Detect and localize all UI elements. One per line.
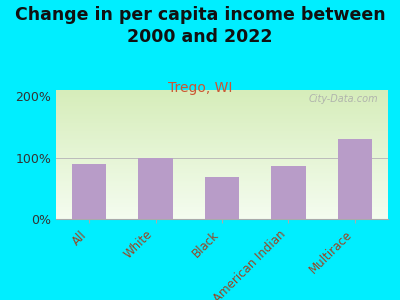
Text: City-Data.com: City-Data.com [308, 94, 378, 104]
Bar [205, 177, 239, 219]
Bar [338, 139, 372, 219]
Bar [72, 164, 106, 219]
Text: Change in per capita income between
2000 and 2022: Change in per capita income between 2000… [15, 6, 385, 46]
Bar [138, 158, 173, 219]
Bar [271, 166, 306, 219]
Text: Trego, WI: Trego, WI [168, 81, 232, 95]
